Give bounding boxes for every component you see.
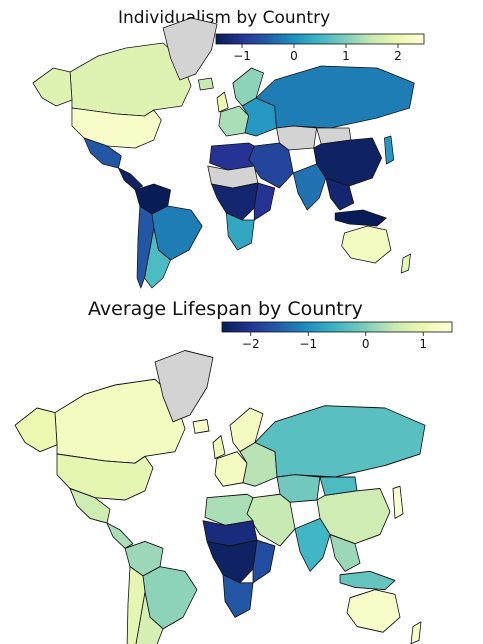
colorbar-tick-label: 0 [362, 337, 370, 351]
colorbar [221, 321, 453, 333]
region-greenland [162, 17, 218, 81]
colorbar [215, 33, 425, 45]
region-russia [254, 405, 426, 478]
region-southern-africa [222, 574, 254, 618]
map-panel-lifespan: Average Lifespan by Country −2 −1 0 1 [0, 296, 483, 644]
region-australia [346, 589, 401, 633]
region-uk [216, 91, 229, 113]
lifespan-map: −2 −1 0 1 [14, 321, 453, 644]
region-central-america [106, 522, 134, 549]
region-greenland [154, 350, 214, 423]
region-australia [341, 225, 392, 264]
map-title: Individualism by Country [118, 8, 331, 28]
region-southeast-asia [325, 177, 355, 211]
region-japan [384, 135, 395, 165]
region-east-africa [252, 539, 276, 584]
colorbar-tick-label: 1 [419, 337, 427, 351]
region-india [292, 163, 327, 211]
region-southern-africa [225, 212, 255, 251]
region-japan [392, 485, 404, 519]
map-layer [32, 17, 415, 289]
region-uk [212, 435, 226, 460]
region-alaska [14, 407, 58, 453]
region-central-america [118, 167, 144, 191]
region-new-zealand [410, 621, 422, 644]
region-indonesia [339, 570, 396, 591]
map-panel-individualism: Individualism by Country −1 0 1 2 [0, 0, 483, 300]
region-east-africa [253, 182, 276, 221]
colorbar-tick-label: −1 [233, 49, 251, 63]
region-southeast-asia [329, 534, 361, 572]
region-indonesia [334, 209, 387, 227]
colorbar-tick-label: 0 [290, 49, 298, 63]
region-north-africa [204, 493, 254, 526]
colorbar-tick-label: 1 [342, 49, 350, 63]
map-title: Average Lifespan by Country [88, 298, 363, 320]
region-chile [126, 566, 146, 644]
region-india [294, 517, 331, 572]
map-layer [14, 350, 426, 644]
region-central-africa [211, 182, 259, 221]
region-central-africa [206, 539, 258, 584]
region-usa [71, 107, 162, 149]
region-iceland [198, 77, 214, 91]
region-usa [56, 453, 154, 501]
colorbar-tick-label: −1 [299, 337, 317, 351]
region-new-zealand [400, 253, 411, 274]
individualism-map: −1 0 1 2 [32, 17, 425, 289]
region-iceland [192, 419, 210, 434]
region-north-africa [209, 142, 255, 171]
region-alaska [32, 67, 73, 107]
region-russia [255, 65, 415, 129]
region-chile [136, 205, 155, 289]
colorbar-tick-label: −2 [242, 337, 260, 351]
colorbar-tick-label: 2 [394, 49, 402, 63]
region-argentina [135, 591, 164, 644]
